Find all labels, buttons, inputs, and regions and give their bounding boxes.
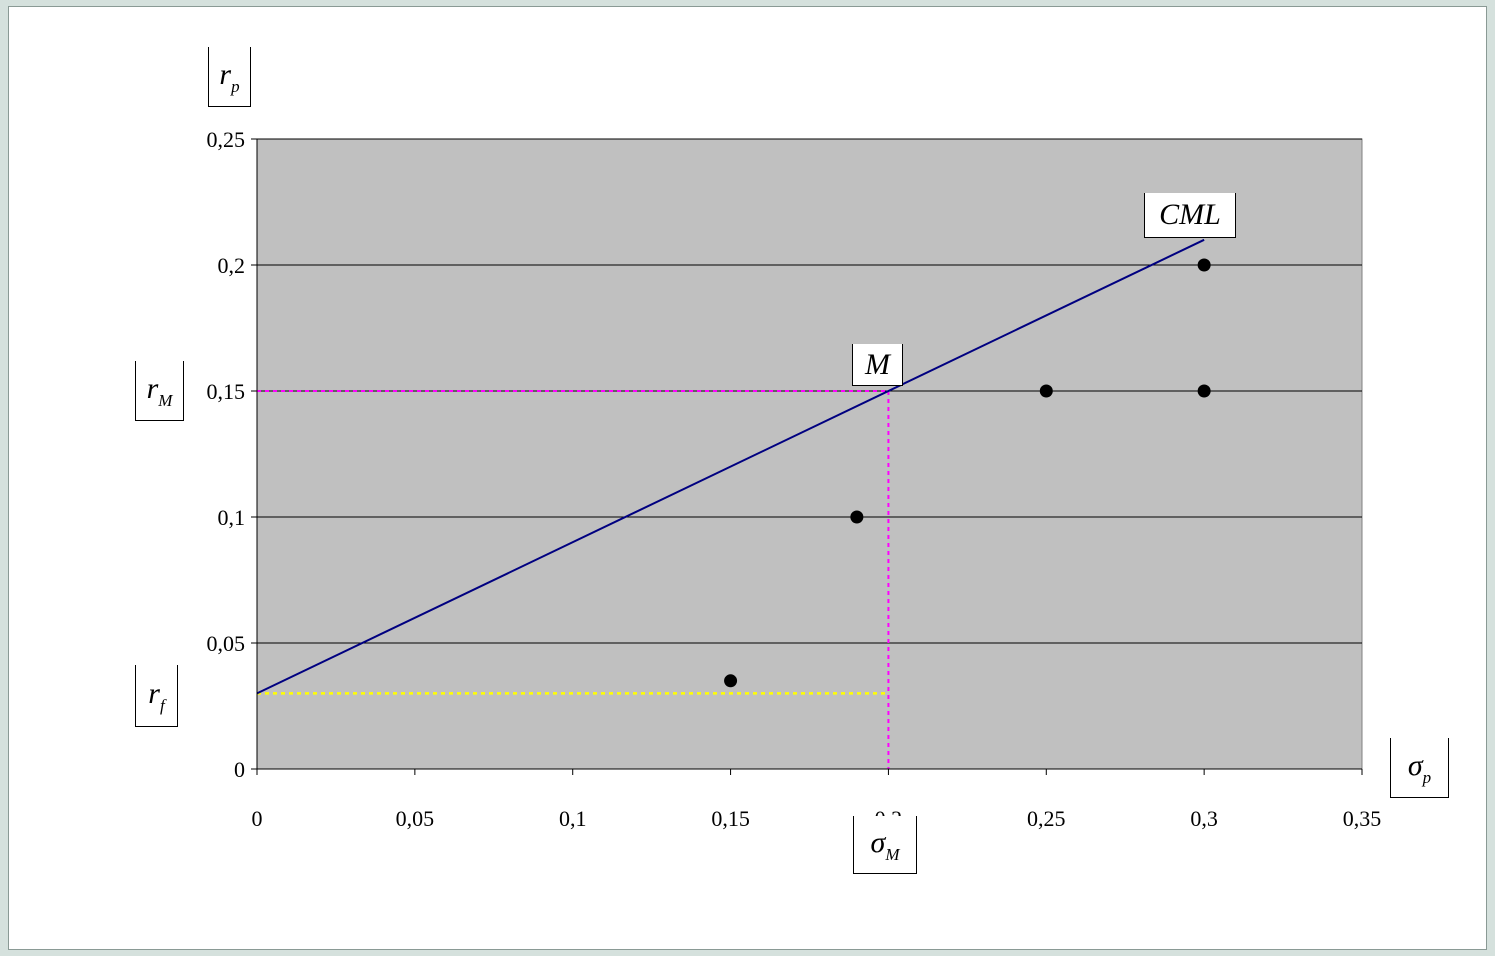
y-axis-label: rp (208, 47, 251, 107)
x-axis-label: σp (1390, 738, 1449, 798)
x-tick-label: 0,25 (1027, 806, 1066, 831)
data-point (1039, 384, 1053, 398)
r-f-label: rf (135, 665, 178, 727)
x-tick-labels: 00,050,10,150,20,250,30,35 (252, 806, 1382, 831)
y-tick-label: 0,15 (207, 379, 246, 404)
y-tick-labels: 0 0,05 0,1 0,15 0,2 0,25 (207, 127, 246, 782)
plot-area (256, 138, 1363, 770)
market-point-label: M (852, 344, 903, 386)
y-tick-label: 0,1 (218, 505, 246, 530)
data-point (1197, 384, 1211, 398)
x-tick-label: 0,15 (711, 806, 750, 831)
data-points (724, 258, 1211, 688)
y-tick-label: 0,25 (207, 127, 246, 152)
sigma-m-label: σM (853, 816, 917, 874)
cml-label: CML (1144, 193, 1236, 238)
data-point (1197, 258, 1211, 272)
cml-line (256, 238, 1205, 695)
data-point (724, 674, 738, 688)
y-tick-label: 0,2 (218, 253, 246, 278)
axes (251, 138, 1363, 775)
x-tick-label: 0 (252, 806, 263, 831)
data-point (850, 510, 864, 524)
y-tick-label: 0 (234, 757, 245, 782)
x-tick-label: 0,35 (1343, 806, 1382, 831)
y-tick-label: 0,05 (207, 631, 246, 656)
x-tick-label: 0,05 (396, 806, 435, 831)
guide-lines (257, 390, 890, 769)
x-tick-label: 0,1 (559, 806, 587, 831)
r-m-label: rM (135, 361, 184, 421)
x-tick-label: 0,3 (1190, 806, 1218, 831)
